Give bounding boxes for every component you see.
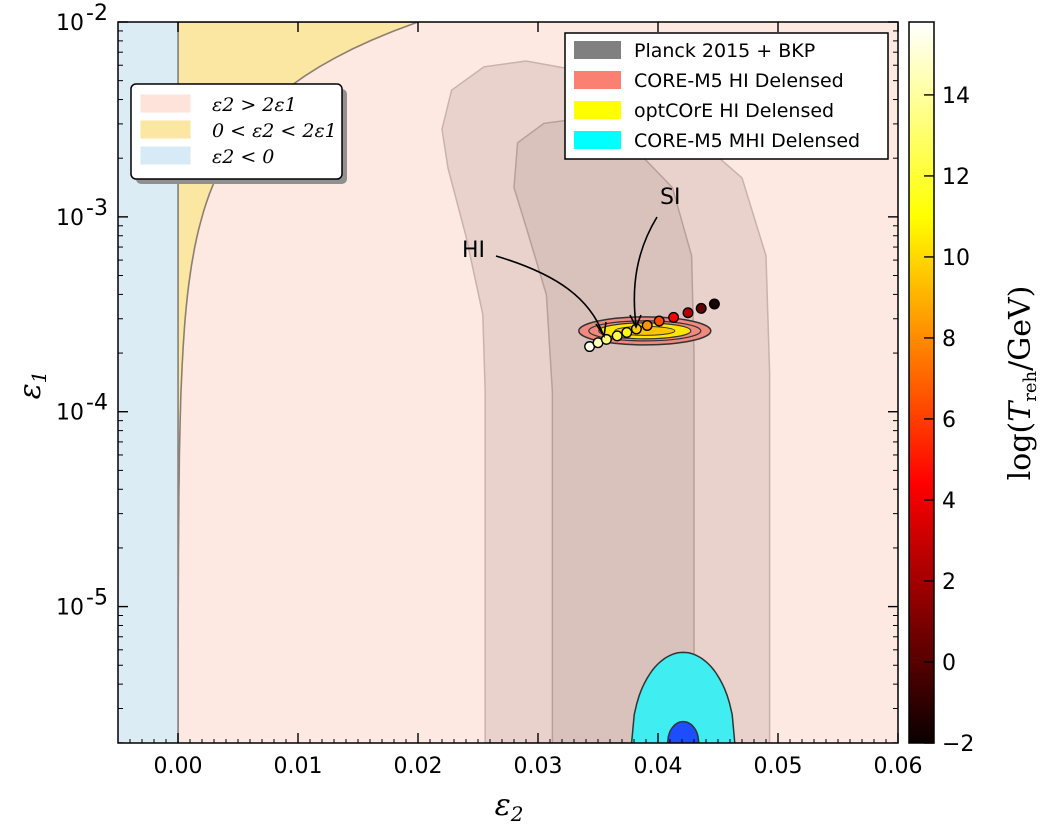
colorbar-tick-label-0: −2 xyxy=(942,732,974,757)
regions-legend-swatch-1 xyxy=(140,120,191,139)
y-tick-label-3: 10 xyxy=(56,596,84,621)
colorbar-tick-label-5: 8 xyxy=(942,327,956,352)
x-tick-label-6: 0.06 xyxy=(874,754,923,779)
regions-legend-label-1: 0 < ε2 < 2ε1 xyxy=(212,120,337,142)
annotation-si-arrowhead xyxy=(629,314,642,329)
x-tick-label-2: 0.02 xyxy=(394,754,443,779)
annotations: HI SI xyxy=(462,185,680,339)
x-tick-label-1: 0.01 xyxy=(274,754,323,779)
x-axis: 0.00 0.01 0.02 0.03 0.04 0.05 0.06 xyxy=(117,22,923,779)
annotation-si-arrow xyxy=(633,216,658,326)
y-tick-label-0: 10 xyxy=(56,11,84,36)
y-tick-exp-3: -5 xyxy=(86,586,108,611)
y-tick-label-2: 10 xyxy=(56,401,84,426)
colorbar-tick-label-3: 4 xyxy=(942,489,956,514)
datasets-legend-swatch-2 xyxy=(574,101,621,119)
regions-legend-swatch-0 xyxy=(140,94,191,113)
mhi-contour-outer xyxy=(630,651,736,743)
data-point-11 xyxy=(708,298,720,310)
y-axis-title: ε1 xyxy=(13,371,51,400)
data-point-8 xyxy=(668,311,680,323)
data-point-6 xyxy=(641,320,653,332)
x-tick-label-0: 0.00 xyxy=(154,754,203,779)
planck-contour-inner xyxy=(513,118,695,743)
data-point-2 xyxy=(600,333,612,345)
colorbar-tick-label-8: 14 xyxy=(942,84,970,109)
x-axis-title: ε2 xyxy=(495,788,524,826)
data-point-10 xyxy=(695,302,707,314)
regions-legend-label-0: ε2 > 2ε1 xyxy=(212,94,297,116)
mhi-contour-inner xyxy=(666,720,700,743)
x-tick-label-5: 0.05 xyxy=(754,754,803,779)
colorbar: −2 0 2 4 6 8 10 12 14 log(Treh/GeV) xyxy=(908,21,1041,757)
x-tick-label-3: 0.03 xyxy=(514,754,563,779)
datasets-legend-label-1: CORE-M5 HI Delensed xyxy=(634,70,844,92)
x-tick-label-4: 0.04 xyxy=(634,754,683,779)
annotation-hi: HI xyxy=(462,238,485,263)
annotation-hi-arrowhead xyxy=(595,321,607,339)
regions-legend: ε2 > 2ε1 0 < ε2 < 2ε1 ε2 < 0 xyxy=(130,83,347,184)
colorbar-tick-label-4: 6 xyxy=(942,408,956,433)
colorbar-tick-label-1: 0 xyxy=(942,651,956,676)
annotation-si: SI xyxy=(660,185,680,210)
datasets-legend-swatch-3 xyxy=(574,131,621,149)
colorbar-gradient xyxy=(908,21,935,744)
colorbar-tick-label-2: 2 xyxy=(942,570,956,595)
y-tick-exp-2: -4 xyxy=(86,391,108,416)
data-point-4 xyxy=(621,327,633,339)
regions-legend-swatch-2 xyxy=(140,146,191,165)
colorbar-title: log(Treh/GeV) xyxy=(1003,286,1041,481)
data-point-9 xyxy=(682,307,694,319)
datasets-legend-label-2: optCOrE HI Delensed xyxy=(634,100,834,122)
scatter-points xyxy=(584,298,720,353)
datasets-legend-label-0: Planck 2015 + BKP xyxy=(634,40,815,62)
data-point-3 xyxy=(611,330,623,342)
y-tick-label-1: 10 xyxy=(56,206,84,231)
datasets-legend-swatch-1 xyxy=(574,71,621,89)
y-axis: 10-210-310-410-5 xyxy=(56,1,898,744)
y-tick-exp-0: -2 xyxy=(86,1,108,26)
datasets-legend: Planck 2015 + BKP CORE-M5 HI Delensed optC… xyxy=(564,32,889,160)
datasets-legend-swatch-0 xyxy=(574,41,621,59)
datasets-legend-label-3: CORE-M5 MHI Delensed xyxy=(634,130,860,152)
data-point-7 xyxy=(653,315,665,327)
colorbar-tick-label-6: 10 xyxy=(942,246,970,271)
annotation-hi-arrow xyxy=(495,255,604,335)
y-tick-exp-1: -3 xyxy=(86,196,108,221)
regions-legend-label-2: ε2 < 0 xyxy=(212,146,274,168)
colorbar-tick-label-7: 12 xyxy=(942,165,970,190)
plot-frame xyxy=(117,21,899,744)
